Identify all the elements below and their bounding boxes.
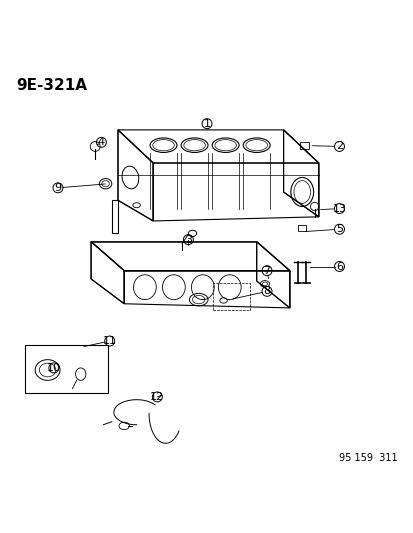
Text: 9: 9 — [54, 183, 62, 193]
Text: 3: 3 — [185, 235, 191, 245]
Text: 13: 13 — [332, 204, 346, 214]
Text: 7: 7 — [263, 265, 270, 276]
Text: 1: 1 — [203, 119, 210, 128]
Text: 4: 4 — [97, 138, 105, 147]
Text: 12: 12 — [150, 392, 164, 402]
Text: 8: 8 — [263, 286, 270, 296]
Text: 95 159  311: 95 159 311 — [338, 453, 396, 463]
Text: 5: 5 — [335, 224, 342, 234]
Text: 6: 6 — [335, 262, 342, 271]
Bar — [297, 225, 305, 231]
Bar — [299, 142, 309, 149]
Bar — [25, 345, 107, 393]
Text: 10: 10 — [47, 363, 61, 373]
Text: 9E-321A: 9E-321A — [17, 78, 87, 93]
Bar — [213, 283, 250, 310]
Text: 2: 2 — [335, 141, 342, 151]
Text: 11: 11 — [102, 336, 116, 346]
